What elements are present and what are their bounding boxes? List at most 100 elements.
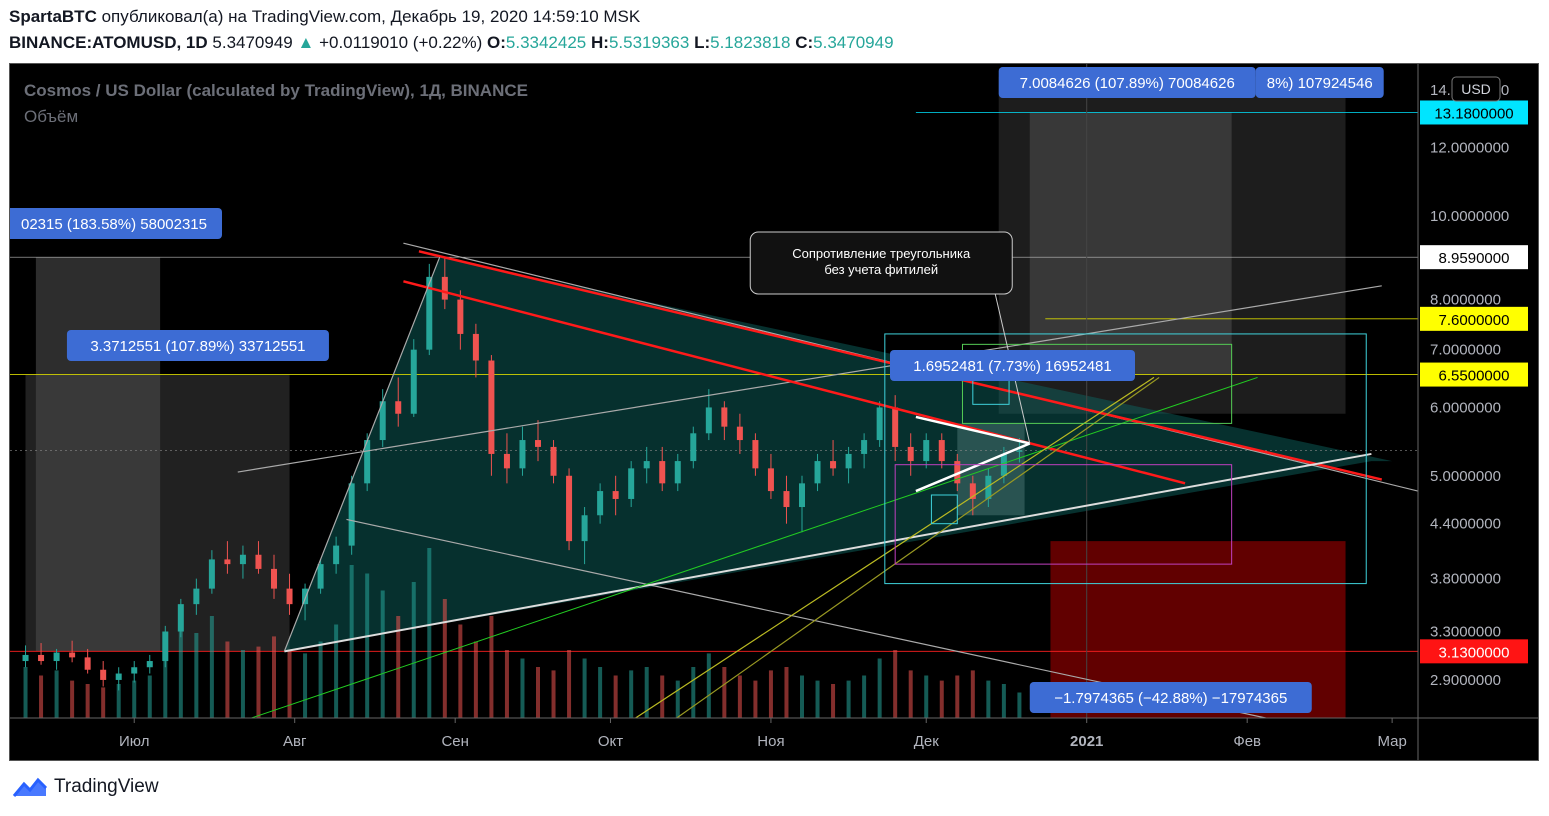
volume-bar [1001, 684, 1006, 718]
volume-bar [240, 650, 245, 718]
trend-line-yellow [634, 376, 1155, 718]
y-tick-label: 6.0000000 [1430, 399, 1501, 416]
chart-background-drawings [10, 64, 1418, 718]
candle-body [969, 483, 976, 499]
volume-bar [784, 667, 789, 718]
measure-label-bg [66, 330, 329, 361]
candle-body [426, 276, 433, 350]
triangle-side [283, 256, 441, 652]
channel-line [237, 285, 1382, 473]
currency-label: USD [1461, 81, 1491, 97]
publish-info: SpartaBTC опубликовал(а) на TradingView.… [9, 7, 640, 27]
candle-body [162, 631, 169, 662]
y-tick-label: 7.0000000 [1430, 342, 1501, 359]
y-tick-label: 3.3000000 [1430, 624, 1501, 641]
candle-body [84, 657, 91, 670]
y-tick-label: 3.8000000 [1430, 571, 1501, 588]
candle-body [302, 588, 309, 605]
candle-body [472, 333, 479, 361]
y-tick-label: 12.0000000 [1430, 140, 1509, 157]
candle-body [705, 407, 712, 434]
volume-bar [862, 675, 867, 718]
candle-body [410, 349, 417, 414]
x-tick-label: Фев [1233, 733, 1261, 750]
candle-body [115, 673, 122, 680]
tradingview-brand: TradingView [54, 776, 159, 797]
volume-bar [737, 675, 742, 718]
x-tick-label: Ноя [757, 733, 784, 750]
candle-body [1016, 450, 1023, 452]
candle-body [131, 667, 138, 674]
price-label-bg [1420, 362, 1528, 387]
candle-body [954, 461, 961, 484]
symbol-info: BINANCE:ATOMUSD, 1D 5.3470949 ▲ +0.01190… [9, 33, 894, 53]
volume-bar [101, 687, 106, 718]
candle-body [271, 568, 277, 589]
volume-bars [23, 548, 1022, 718]
volume-bar [504, 650, 509, 718]
tradingview-footer[interactable]: TradingView [12, 776, 159, 798]
candle-body [830, 461, 837, 469]
candle-body [907, 446, 914, 462]
measure-box [1029, 112, 1232, 375]
annotation-box [749, 231, 1013, 295]
chart-subtitle: Объём [24, 107, 78, 126]
price-label: 6.5500000 [1439, 368, 1510, 385]
volume-bar [753, 680, 758, 718]
candle-body [193, 588, 200, 605]
y-tick-label: 10.0000000 [1430, 208, 1509, 225]
annotation-text: Сопротивление треугольника [792, 246, 971, 261]
candle-body [814, 461, 821, 484]
volume-bar [660, 675, 665, 718]
volume-bar [473, 641, 478, 718]
volume-bar [23, 667, 28, 718]
measure-box [25, 374, 290, 652]
volume-bar [536, 667, 540, 718]
close-label: C: [795, 33, 814, 52]
resistance-line [403, 280, 1186, 485]
volume-bar [303, 653, 308, 718]
y-tick-label: 8.0000000 [1430, 292, 1501, 309]
volume-bar [365, 573, 370, 718]
x-tick-label: 2021 [1070, 733, 1103, 750]
volume-bar [178, 624, 183, 718]
support-line [284, 452, 1372, 653]
measure-label-bg [1255, 67, 1384, 98]
volume-bar [39, 675, 44, 718]
wedge-line [915, 442, 1031, 493]
volume-bar [908, 670, 913, 718]
volume-bar [768, 670, 773, 718]
volume-bar [85, 684, 90, 718]
volume-bar [955, 675, 960, 718]
triangle-fill [284, 257, 1393, 652]
volume-bar [256, 646, 261, 718]
candle-body [457, 299, 464, 334]
volume-bar [209, 616, 214, 718]
volume-bar [520, 658, 525, 718]
measure-label: −1.7974365 (−42.88%) −17974365 [1054, 690, 1287, 707]
annotation-text: без учета фитилей [824, 262, 938, 277]
y-tick-label: 4.4000000 [1430, 516, 1501, 533]
price-label-bg [1420, 306, 1528, 331]
candle-body [177, 604, 184, 632]
x-tick-label: Сен [441, 733, 468, 750]
y-tick-label: 5.0000000 [1430, 468, 1501, 485]
measure-label-bg [10, 208, 222, 239]
volume-bar [272, 636, 276, 718]
volume-bar [815, 680, 820, 718]
last-price: 5.3470949 [212, 33, 293, 52]
x-tick-label: Авг [283, 733, 307, 750]
candle-body [736, 426, 743, 441]
candle-body [488, 360, 495, 454]
price-label: 8.9590000 [1439, 250, 1510, 267]
volume-bar [396, 616, 401, 718]
price-label-bg [1420, 639, 1528, 664]
volume-bar [877, 658, 882, 718]
volume-bar [489, 616, 494, 718]
volume-bar [567, 650, 572, 718]
measure-label: 02315 (183.58%) 58002315 [21, 216, 207, 233]
price-label-bg [1420, 100, 1528, 125]
volume-bar [706, 653, 711, 718]
